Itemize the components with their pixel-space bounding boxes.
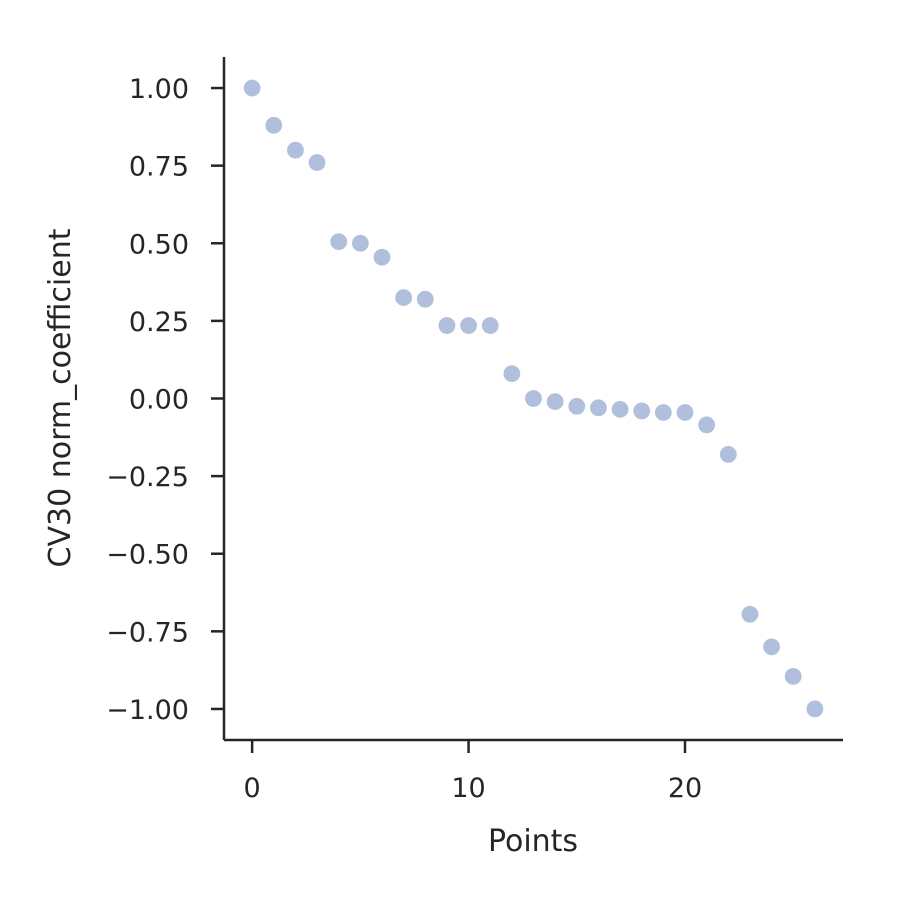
x-tick-label: 10 [451, 773, 485, 804]
data-point [372, 247, 392, 267]
data-point [718, 444, 738, 464]
data-point [329, 232, 349, 252]
data-point [394, 288, 414, 308]
x-axis-ticks: 0 10 20 [244, 740, 702, 804]
data-point [350, 233, 370, 253]
y-tick-label: 0.25 [129, 307, 189, 338]
data-point [588, 398, 609, 418]
data-point [285, 140, 306, 160]
y-tick-label: 0.75 [129, 152, 189, 183]
y-tick-label: 1.00 [129, 74, 189, 105]
data-point [242, 78, 262, 98]
data-point [740, 604, 760, 624]
data-point [523, 388, 544, 409]
y-axis-label: CV30 norm_coefficient [43, 228, 78, 567]
data-point [675, 402, 695, 423]
y-tick-label: 0.00 [129, 385, 189, 416]
data-point [545, 392, 565, 412]
data-point [805, 699, 825, 719]
data-point [632, 401, 652, 421]
y-tick-label: −0.25 [106, 462, 189, 493]
data-point [610, 399, 630, 419]
data-point [458, 315, 479, 336]
data-point [653, 402, 673, 423]
y-tick-label: 0.50 [129, 229, 189, 260]
data-point [697, 415, 717, 435]
data-point [264, 115, 284, 135]
y-tick-label: −0.75 [106, 617, 189, 648]
data-point [415, 289, 435, 309]
x-axis-label: Points [488, 824, 578, 859]
data-point [480, 315, 500, 336]
data-point [307, 152, 327, 173]
data-point [567, 396, 587, 416]
data-point [502, 364, 522, 384]
y-tick-label: −0.50 [106, 540, 189, 571]
data-point [783, 666, 803, 686]
data-points [242, 78, 825, 719]
y-tick-label: −1.00 [106, 695, 189, 726]
data-point [761, 637, 782, 657]
x-tick-label: 0 [244, 773, 261, 804]
data-point [437, 315, 457, 336]
x-tick-label: 20 [668, 773, 702, 804]
y-axis-ticks: 1.00 0.75 0.50 0.25 0.00 −0.25 −0.50 −0.75 −1.00 [106, 74, 224, 726]
